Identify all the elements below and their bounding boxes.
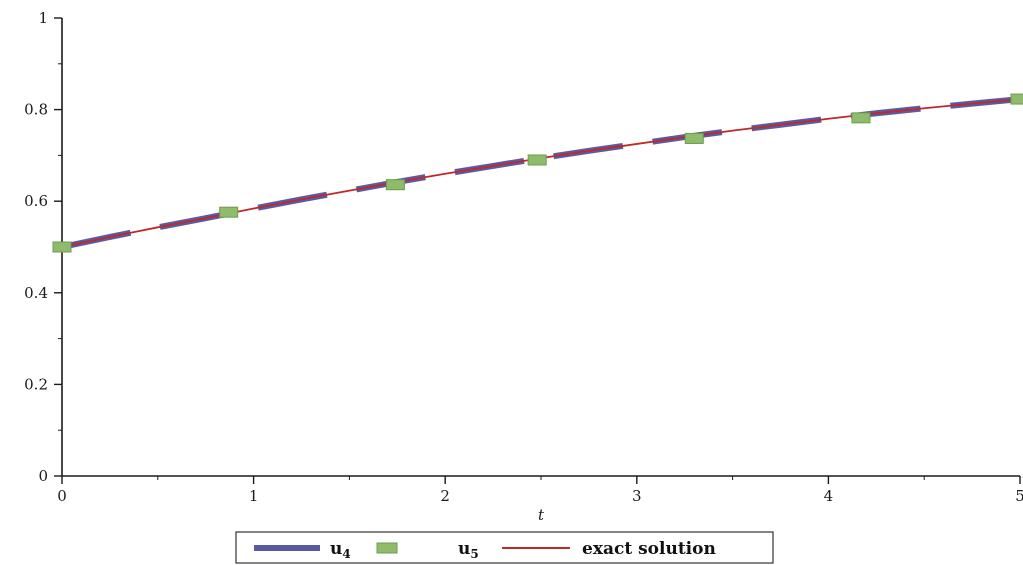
x-tick-label: 4 bbox=[824, 487, 834, 505]
x-tick-label: 1 bbox=[249, 487, 259, 505]
y-ticks: 0 0.2 0.4 0.6 0.8 1 bbox=[24, 9, 62, 485]
y-tick-label: 0.4 bbox=[24, 284, 48, 302]
legend-label-u4-sub: 4 bbox=[342, 547, 350, 561]
series-exact-line bbox=[61, 98, 1021, 248]
legend-label-u5-name: u bbox=[458, 539, 470, 559]
series-u5-point bbox=[219, 206, 239, 218]
legend-label-u5: u5 bbox=[458, 539, 479, 561]
x-tick-label: 3 bbox=[632, 487, 642, 505]
series-u5-point bbox=[851, 112, 871, 124]
series-u5-point bbox=[527, 154, 547, 166]
series-u4-line bbox=[61, 96, 1021, 250]
legend-label-u4-name: u bbox=[330, 539, 342, 559]
x-axis-label: t bbox=[538, 506, 545, 524]
legend-label-exact: exact solution bbox=[582, 539, 716, 559]
legend: u4 u5 exact solution bbox=[235, 531, 774, 564]
y-tick-label: 1 bbox=[38, 9, 48, 27]
y-tick-label: 0.8 bbox=[24, 101, 48, 119]
series-u5-point bbox=[52, 241, 72, 253]
x-tick-label: 5 bbox=[1015, 487, 1023, 505]
x-ticks: 0 1 2 3 4 5 bbox=[57, 476, 1023, 505]
series-u5-point bbox=[385, 179, 405, 191]
legend-swatch-u5 bbox=[376, 542, 398, 554]
plot-area: 0 0.2 0.4 0.6 0.8 1 0 1 2 3 4 5 t bbox=[24, 9, 1023, 524]
series-u5-point bbox=[684, 132, 704, 144]
y-tick-label: 0.6 bbox=[24, 192, 48, 210]
x-tick-label: 2 bbox=[440, 487, 450, 505]
y-tick-label: 0 bbox=[38, 467, 48, 485]
legend-label-u4: u4 bbox=[330, 539, 351, 561]
x-tick-label: 0 bbox=[57, 487, 67, 505]
legend-label-u5-sub: 5 bbox=[470, 547, 478, 561]
y-tick-label: 0.2 bbox=[24, 375, 48, 393]
series-layer bbox=[52, 93, 1023, 253]
series-u5-point bbox=[1010, 93, 1023, 105]
